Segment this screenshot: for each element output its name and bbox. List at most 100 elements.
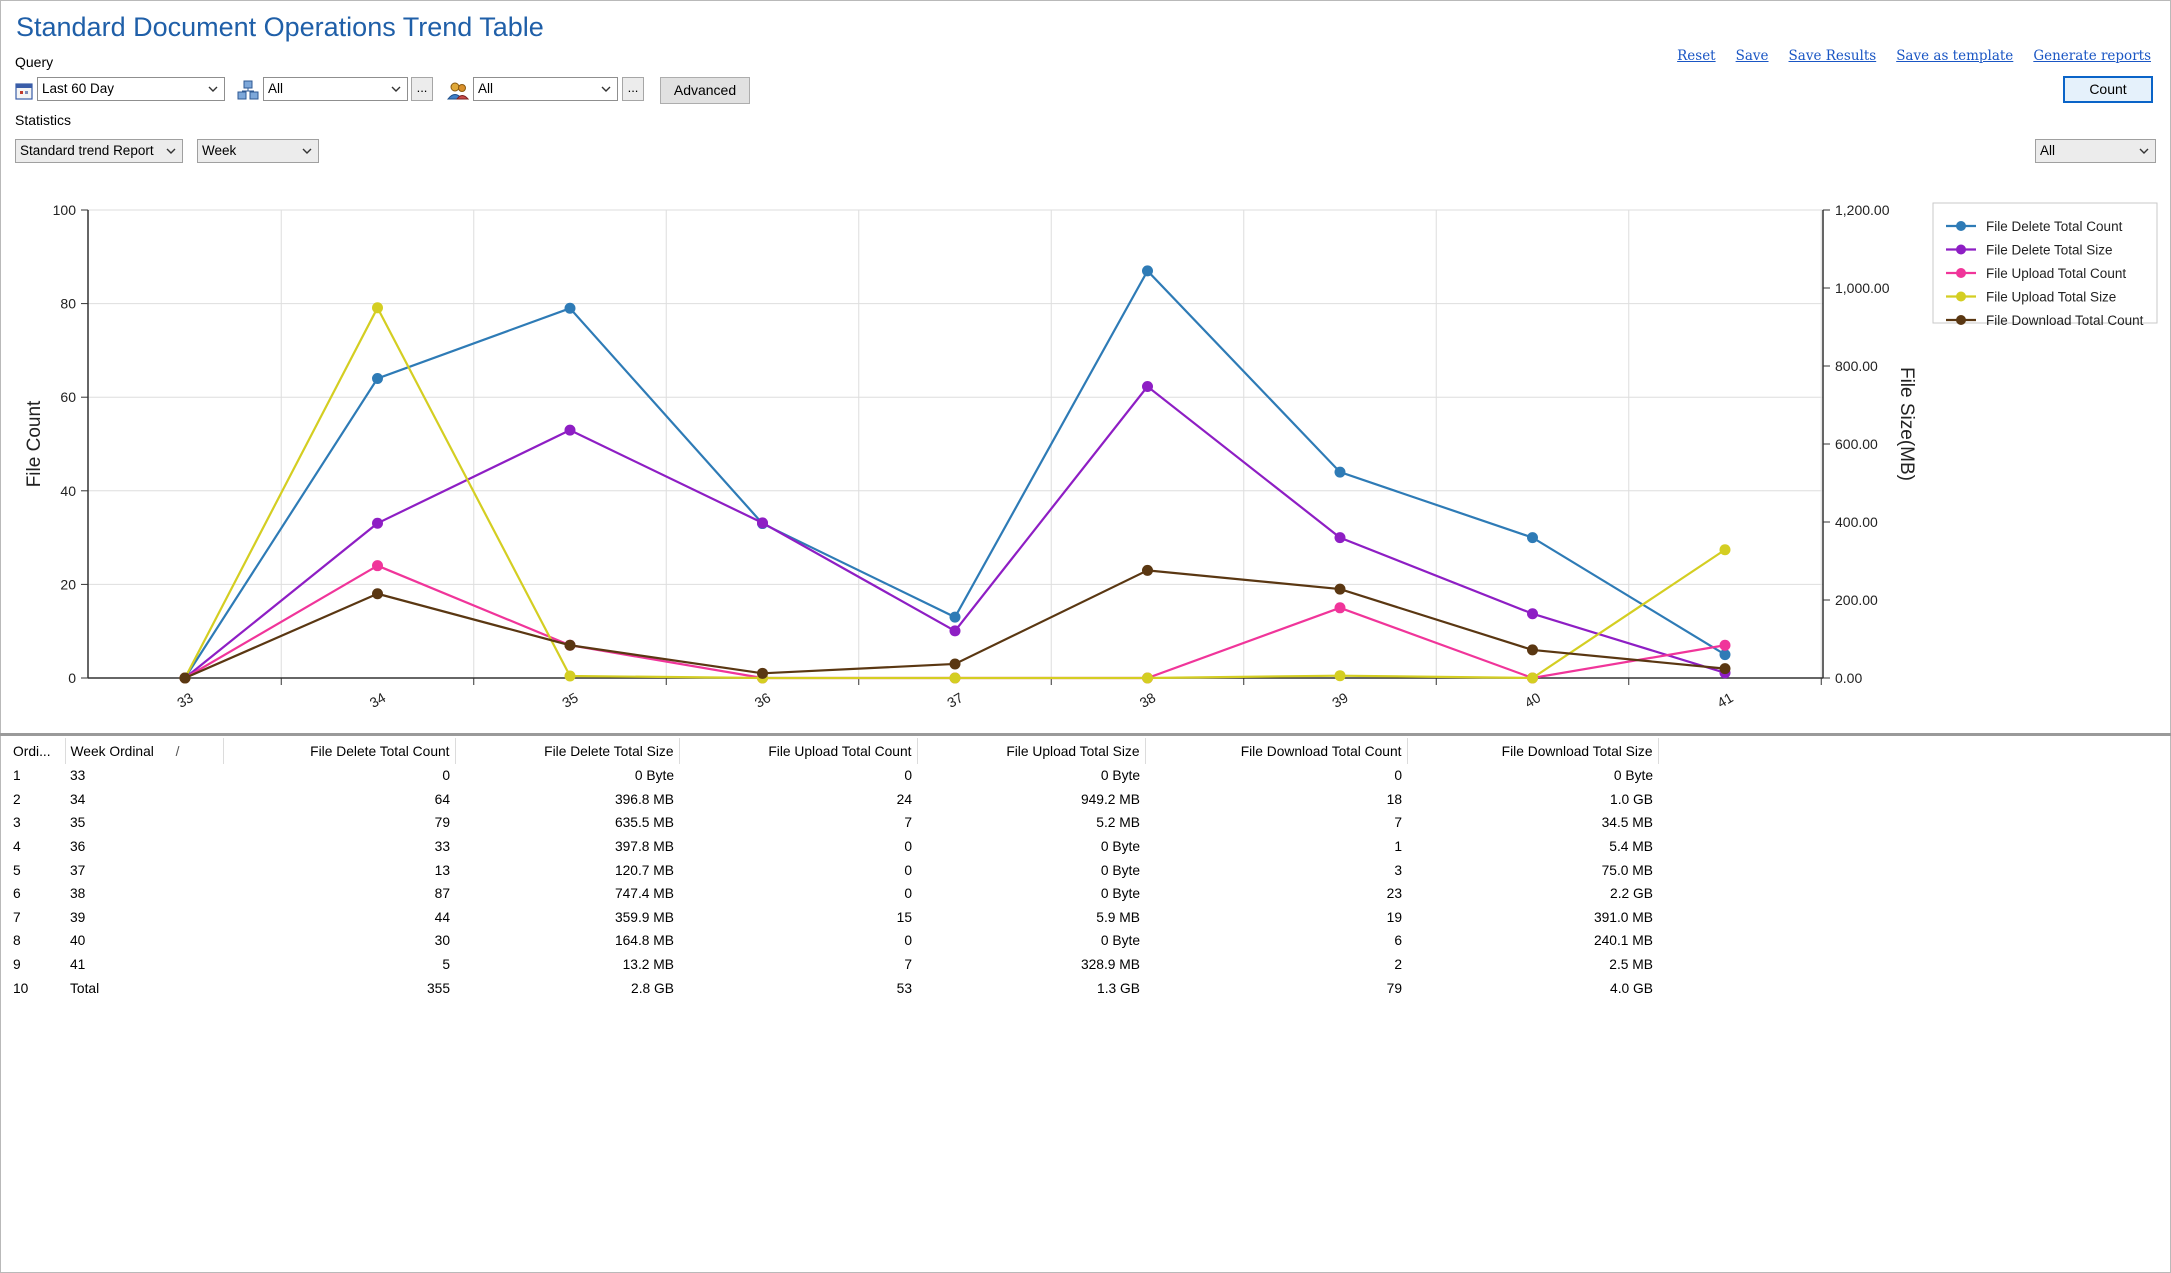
- data-point: [1719, 639, 1731, 651]
- table-cell: 38: [70, 886, 86, 902]
- column-header-ordinal[interactable]: Ordi...: [8, 738, 66, 764]
- column-header-download-size[interactable]: File Download Total Size: [1407, 738, 1659, 764]
- y-tick-label: 80: [60, 296, 76, 312]
- table-cell: 5.4 MB: [1609, 839, 1653, 855]
- data-point: [372, 372, 383, 384]
- table-row[interactable]: 8 40 30 164.8 MB 0 0 Byte 6 240.1 MB: [8, 929, 1658, 953]
- column-header-upload-count[interactable]: File Upload Total Count: [679, 738, 918, 764]
- table-cell: 1: [1394, 839, 1402, 855]
- query-label: Query: [15, 54, 54, 70]
- server-select[interactable]: All: [263, 77, 408, 101]
- table-cell: 19: [1386, 909, 1402, 925]
- server-browse-button[interactable]: ...: [411, 77, 433, 101]
- chart-legend: [1932, 202, 2158, 324]
- table-row[interactable]: 1 33 0 0 Byte 0 0 Byte 0 0 Byte: [8, 764, 1658, 788]
- generate-reports-link[interactable]: Generate reports: [2033, 48, 2151, 64]
- save-link[interactable]: Save: [1735, 48, 1769, 64]
- table-cell: 949.2 MB: [1080, 791, 1140, 807]
- data-point: [372, 302, 383, 314]
- table-row[interactable]: 6 38 87 747.4 MB 0 0 Byte 23 2.2 GB: [8, 882, 1658, 906]
- table-cell: 13.2 MB: [622, 957, 674, 973]
- data-point: [1334, 583, 1346, 595]
- table-cell: 7: [904, 815, 912, 831]
- table-cell: 5.9 MB: [1096, 909, 1140, 925]
- data-point: [949, 611, 961, 623]
- table-row[interactable]: 10 Total 355 2.8 GB 53 1.3 GB 79 4.0 GB: [8, 976, 1658, 1000]
- table-cell: 4: [13, 839, 21, 855]
- count-button[interactable]: Count: [2063, 76, 2153, 103]
- table-cell: 35: [70, 815, 86, 831]
- page-title: Standard Document Operations Trend Table: [16, 12, 544, 42]
- table-cell: 2.2 GB: [1610, 886, 1653, 902]
- series-filter-select[interactable]: All: [2035, 139, 2156, 163]
- column-header-delete-count[interactable]: File Delete Total Count: [223, 738, 456, 764]
- table-cell: 87: [434, 886, 450, 902]
- users-select[interactable]: All: [473, 77, 618, 101]
- report-type-select[interactable]: Standard trend Report: [15, 139, 183, 163]
- table-row[interactable]: 2 34 64 396.8 MB 24 949.2 MB 18 1.0 GB: [8, 788, 1658, 812]
- table-row[interactable]: 9 41 5 13.2 MB 7 328.9 MB 2 2.5 MB: [8, 953, 1658, 977]
- y-axis-title: File Count: [24, 400, 45, 487]
- table-cell: 6: [13, 886, 21, 902]
- column-header-upload-size[interactable]: File Upload Total Size: [917, 738, 1146, 764]
- legend-label: File Delete Total Count: [1986, 219, 2123, 234]
- table-cell: 164.8 MB: [614, 933, 674, 949]
- data-point: [372, 588, 383, 600]
- table-cell: 23: [1386, 886, 1402, 902]
- table-cell: 79: [434, 815, 450, 831]
- table-row[interactable]: 5 37 13 120.7 MB 0 0 Byte 3 75.0 MB: [8, 858, 1658, 882]
- data-point: [1719, 663, 1731, 675]
- table-cell: 0 Byte: [1100, 862, 1140, 878]
- x-tick-label: 34: [367, 689, 389, 711]
- advanced-button[interactable]: Advanced: [660, 77, 750, 104]
- table-cell: 240.1 MB: [1593, 933, 1653, 949]
- table-row[interactable]: 4 36 33 397.8 MB 0 0 Byte 1 5.4 MB: [8, 835, 1658, 859]
- legend-label: File Upload Total Count: [1986, 266, 2126, 281]
- table-cell: 0: [904, 933, 912, 949]
- y2-tick-label: 0.00: [1835, 670, 1862, 686]
- data-point: [1142, 672, 1153, 684]
- column-header-delete-size[interactable]: File Delete Total Size: [455, 738, 680, 764]
- data-point: [1527, 672, 1538, 684]
- save-as-template-link[interactable]: Save as template: [1896, 48, 2014, 64]
- legend-label: File Download Total Count: [1986, 313, 2144, 328]
- users-browse-button[interactable]: ...: [622, 77, 644, 101]
- server-group-icon: [237, 80, 259, 100]
- reset-link[interactable]: Reset: [1677, 48, 1716, 64]
- data-point: [564, 302, 576, 314]
- x-tick-label: 37: [944, 689, 966, 711]
- legend-label: File Delete Total Size: [1986, 243, 2113, 258]
- table-cell: 0: [904, 886, 912, 902]
- table-cell: 79: [1386, 980, 1402, 996]
- table-cell: 5: [442, 957, 450, 973]
- data-point: [564, 639, 576, 651]
- table-row[interactable]: 3 35 79 635.5 MB 7 5.2 MB 7 34.5 MB: [8, 811, 1658, 835]
- table-cell: 15: [896, 909, 912, 925]
- table-cell: 5.2 MB: [1096, 815, 1140, 831]
- chart-table-divider[interactable]: [0, 733, 2171, 736]
- legend-swatch-marker: [1956, 291, 1966, 302]
- granularity-select[interactable]: Week: [197, 139, 319, 163]
- save-results-link[interactable]: Save Results: [1788, 48, 1877, 64]
- statistics-label: Statistics: [15, 112, 72, 128]
- chevron-down-icon: [391, 86, 401, 92]
- table-cell: 6: [1394, 933, 1402, 949]
- table-cell: 747.4 MB: [614, 886, 674, 902]
- table-cell: 1.3 GB: [1097, 980, 1140, 996]
- table-cell: 7: [13, 909, 21, 925]
- table-row[interactable]: 7 39 44 359.9 MB 15 5.9 MB 19 391.0 MB: [8, 906, 1658, 930]
- y2-tick-label: 600.00: [1835, 436, 1878, 452]
- table-cell: 355: [426, 980, 450, 996]
- table-cell: 0: [1394, 768, 1402, 784]
- granularity-value: Week: [202, 143, 237, 158]
- legend-swatch-marker: [1956, 221, 1966, 231]
- column-header-download-count[interactable]: File Download Total Count: [1145, 738, 1408, 764]
- date-range-select[interactable]: Last 60 Day: [37, 77, 225, 101]
- data-point: [1334, 670, 1346, 682]
- column-header-week-ordinal[interactable]: Week Ordinal /: [65, 738, 224, 764]
- data-point: [757, 517, 768, 529]
- results-table: Ordi... Week Ordinal / File Delete Total…: [8, 738, 1659, 1000]
- table-cell: 53: [896, 980, 912, 996]
- table-cell: 1: [13, 768, 21, 784]
- table-cell: 33: [70, 768, 86, 784]
